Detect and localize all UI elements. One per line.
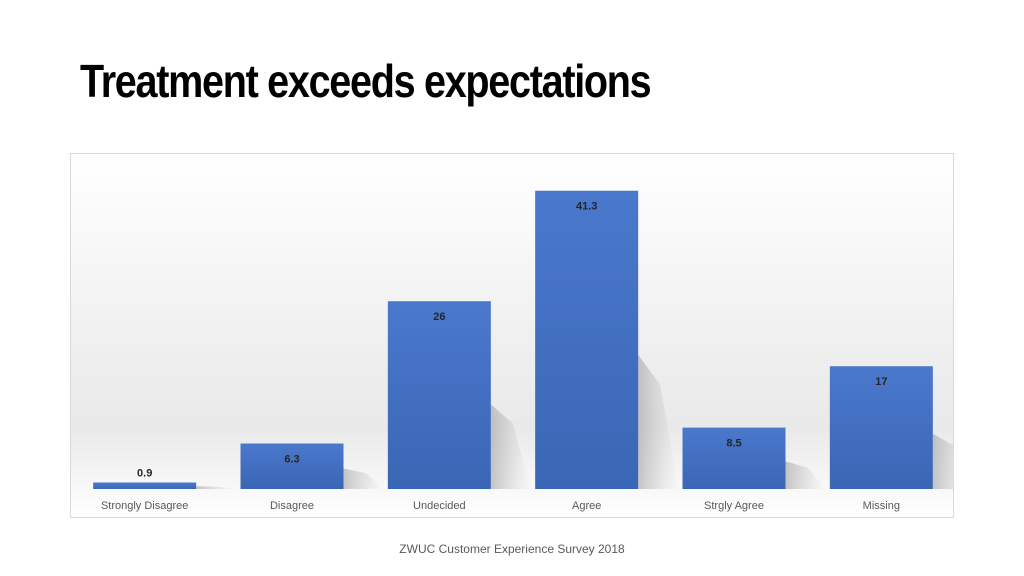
bar-shadow-strongly-disagree: [196, 486, 237, 489]
slide-footer: ZWUC Customer Experience Survey 2018: [399, 542, 625, 556]
bar-missing: [829, 366, 933, 489]
category-label-strgly-agree: Strgly Agree: [704, 500, 764, 512]
category-label-disagree: Disagree: [270, 500, 314, 512]
data-label-strongly-disagree: 0.9: [137, 468, 152, 480]
bar-shadows: [196, 354, 953, 489]
category-labels: Strongly Disagree Disagree Undecided Agree S…: [101, 500, 900, 512]
data-labels: 0.9 6.3 26 41.3 8.5 17: [137, 201, 887, 480]
bar-shadow-strgly-agree: [785, 461, 826, 489]
bar-shadow-undecided: [490, 404, 531, 489]
category-label-strongly-disagree: Strongly Disagree: [101, 500, 188, 512]
data-label-strgly-agree: 8.5: [726, 438, 741, 450]
bar-shadow-missing: [932, 433, 953, 489]
data-label-disagree: 6.3: [284, 454, 299, 466]
category-label-missing: Missing: [863, 500, 900, 512]
bar-agree: [535, 190, 639, 489]
data-label-undecided: 26: [433, 311, 445, 323]
data-label-missing: 17: [875, 376, 887, 388]
bars: [93, 190, 933, 489]
chart-frame: 0.9 6.3 26 41.3 8.5 17 Strongly Disagree Disag…: [70, 153, 954, 518]
data-label-agree: 41.3: [576, 201, 597, 213]
category-label-undecided: Undecided: [413, 500, 466, 512]
bar-shadow-disagree: [343, 468, 384, 489]
slide-title: Treatment exceeds expectations: [80, 55, 652, 107]
bar-shadow-agree: [638, 354, 679, 489]
category-label-agree: Agree: [572, 500, 601, 512]
bar-chart: 0.9 6.3 26 41.3 8.5 17 Strongly Disagree Disag…: [93, 190, 953, 512]
bar-strongly-disagree: [93, 482, 197, 489]
bar-undecided: [387, 301, 491, 489]
bar-disagree: [240, 443, 344, 489]
bar-strgly-agree: [682, 427, 786, 489]
